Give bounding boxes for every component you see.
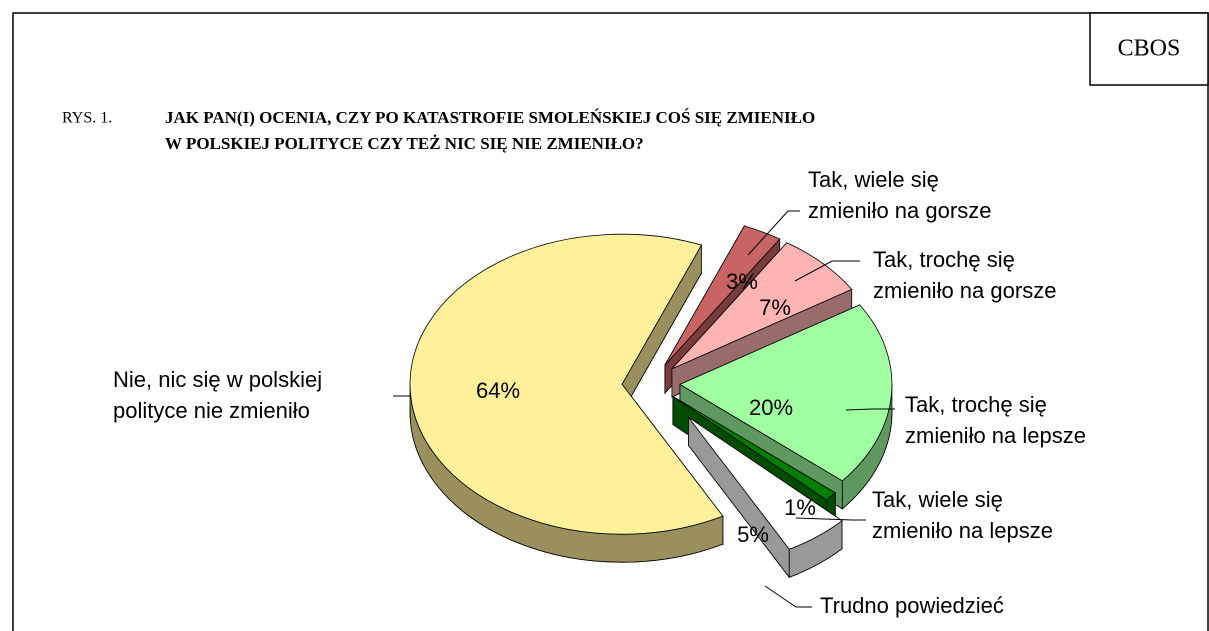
source-box — [1089, 12, 1209, 86]
data-label: 64% — [476, 378, 520, 403]
category-label: Tak, wiele się zmieniło na lepsze — [872, 487, 1053, 543]
category-label: Trudno powiedzieć — [820, 593, 1004, 618]
category-label: Tak, wiele się zmieniło na gorsze — [808, 167, 991, 223]
data-label: 20% — [749, 395, 793, 420]
chart-title: JAK PAN(I) OCENIA, CZY PO KATASTROFIE SM… — [165, 108, 815, 153]
slice — [688, 416, 843, 550]
data-label: 3% — [726, 269, 758, 294]
category-label: Tak, trochę się zmieniło na lepsze — [905, 392, 1086, 448]
slice — [679, 304, 893, 482]
slice — [664, 225, 781, 366]
frame — [12, 12, 1209, 631]
leader-line — [764, 585, 812, 608]
slice — [688, 416, 843, 579]
figure-label: RYS. 1. — [62, 110, 112, 127]
leader-line — [747, 210, 800, 256]
category-label: Tak, trochę się zmieniło na gorsze — [873, 247, 1056, 303]
leader-line — [795, 517, 866, 521]
slice — [409, 233, 724, 535]
slice — [672, 396, 836, 501]
leader-line — [845, 408, 895, 411]
category-label: Nie, nic się w polskiej polityce nie zmie… — [113, 367, 322, 423]
data-label: 5% — [737, 522, 769, 547]
slice — [409, 233, 724, 563]
data-label: 7% — [759, 295, 791, 320]
source: CBOS — [1118, 36, 1181, 62]
leader-line — [794, 260, 860, 282]
data-label: 1% — [784, 495, 816, 520]
